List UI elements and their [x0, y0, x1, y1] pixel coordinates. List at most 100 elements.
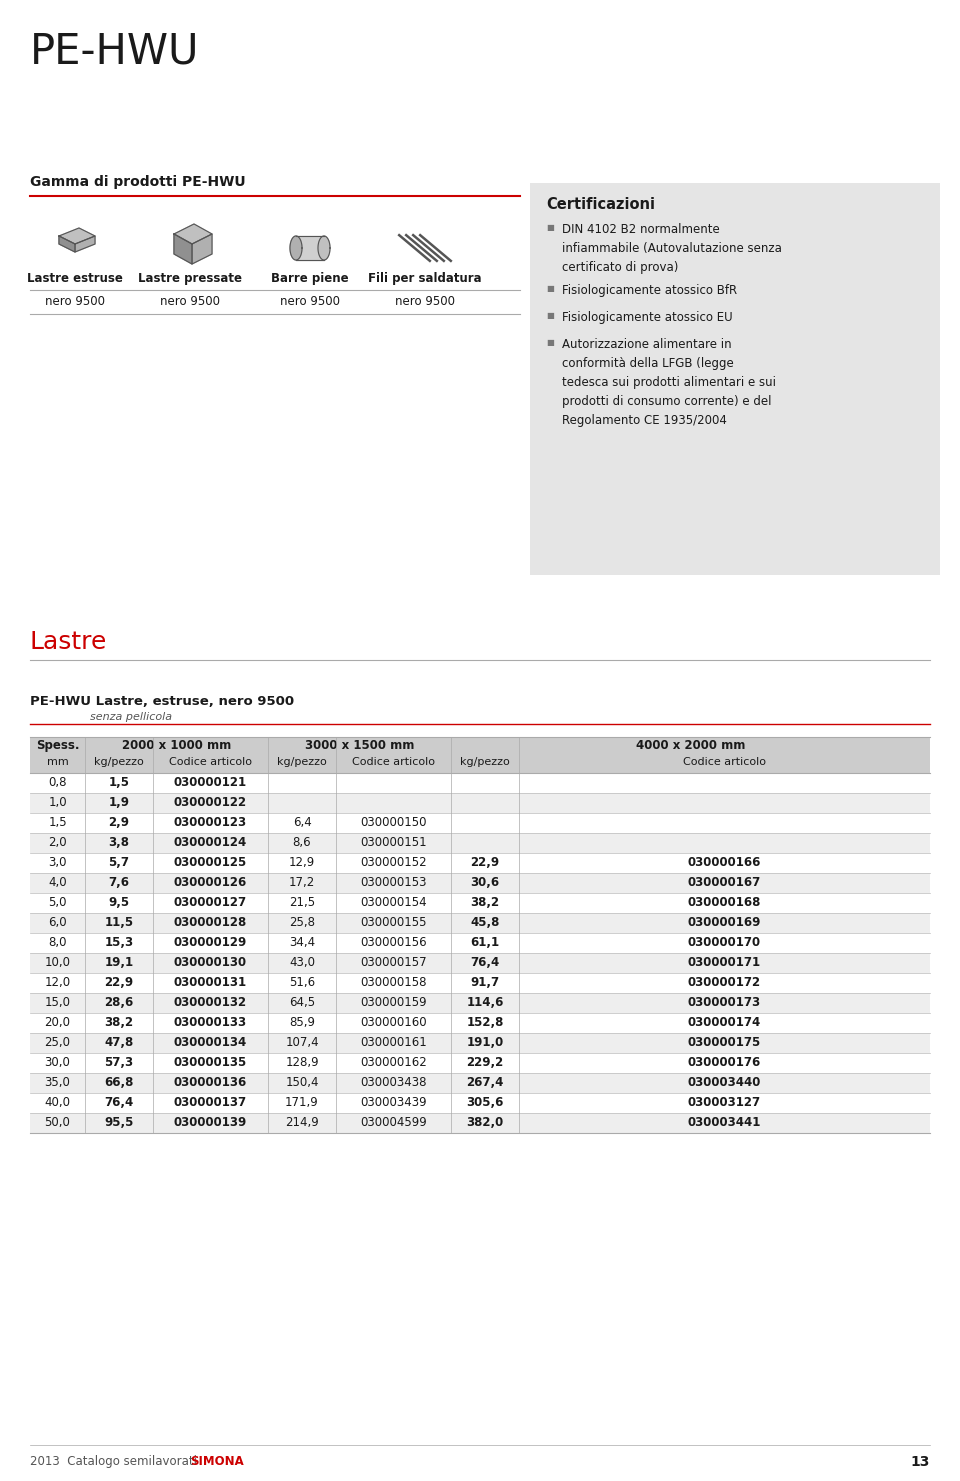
- Text: nero 9500: nero 9500: [280, 295, 340, 308]
- Text: 34,4: 34,4: [289, 936, 315, 949]
- Text: 25,0: 25,0: [44, 1037, 70, 1049]
- Polygon shape: [290, 235, 302, 261]
- Text: ■: ■: [546, 311, 554, 320]
- Text: Barre piene: Barre piene: [271, 273, 348, 284]
- Text: 030000171: 030000171: [688, 957, 761, 969]
- Polygon shape: [75, 235, 95, 252]
- Polygon shape: [174, 224, 212, 244]
- Text: 43,0: 43,0: [289, 957, 315, 969]
- Text: 22,9: 22,9: [105, 976, 133, 989]
- Text: 030000158: 030000158: [360, 976, 427, 989]
- Text: Fili per saldatura: Fili per saldatura: [369, 273, 482, 284]
- Text: 030000157: 030000157: [360, 957, 427, 969]
- Text: 030000175: 030000175: [688, 1037, 761, 1049]
- Text: 4000 x 2000 mm: 4000 x 2000 mm: [636, 739, 745, 752]
- Text: 229,2: 229,2: [467, 1056, 504, 1069]
- Text: 030000169: 030000169: [687, 917, 761, 929]
- Text: 030003441: 030003441: [687, 1117, 761, 1129]
- Text: 22,9: 22,9: [470, 856, 499, 869]
- Text: 40,0: 40,0: [44, 1096, 70, 1109]
- Text: 030003439: 030003439: [360, 1096, 427, 1109]
- Text: 030000131: 030000131: [174, 976, 247, 989]
- Text: nero 9500: nero 9500: [160, 295, 220, 308]
- Text: Lastre estruse: Lastre estruse: [27, 273, 123, 284]
- Text: 030000129: 030000129: [174, 936, 247, 949]
- Text: 030000168: 030000168: [687, 896, 761, 909]
- Text: 030000161: 030000161: [360, 1037, 427, 1049]
- Text: 1,5: 1,5: [48, 816, 67, 829]
- Text: 152,8: 152,8: [467, 1016, 504, 1029]
- Text: PE-HWU: PE-HWU: [30, 30, 200, 73]
- Text: 030003127: 030003127: [688, 1096, 761, 1109]
- Text: 030000153: 030000153: [360, 875, 427, 889]
- Text: 191,0: 191,0: [467, 1037, 504, 1049]
- Text: 47,8: 47,8: [105, 1037, 133, 1049]
- Text: 66,8: 66,8: [105, 1077, 133, 1089]
- Text: 382,0: 382,0: [467, 1117, 504, 1129]
- Bar: [30, 755, 930, 773]
- Text: 11,5: 11,5: [105, 917, 133, 929]
- Text: 57,3: 57,3: [105, 1056, 133, 1069]
- Text: 8,6: 8,6: [293, 835, 311, 849]
- Text: 030000150: 030000150: [360, 816, 427, 829]
- Text: 45,8: 45,8: [470, 917, 500, 929]
- Text: 1,0: 1,0: [48, 795, 67, 809]
- Text: 1,5: 1,5: [108, 776, 130, 789]
- Text: 030000126: 030000126: [174, 875, 247, 889]
- Text: 107,4: 107,4: [285, 1037, 319, 1049]
- Text: 3,8: 3,8: [108, 835, 130, 849]
- Text: PE-HWU Lastre, estruse, nero 9500: PE-HWU Lastre, estruse, nero 9500: [30, 695, 294, 708]
- Text: 030000160: 030000160: [360, 1016, 427, 1029]
- Text: 64,5: 64,5: [289, 997, 315, 1009]
- Text: 17,2: 17,2: [289, 875, 315, 889]
- Text: 030000139: 030000139: [174, 1117, 247, 1129]
- Text: 030000156: 030000156: [360, 936, 427, 949]
- Text: 19,1: 19,1: [105, 957, 133, 969]
- Text: senza pellicola: senza pellicola: [90, 712, 172, 723]
- Text: 12,9: 12,9: [289, 856, 315, 869]
- Text: 91,7: 91,7: [470, 976, 499, 989]
- Text: 267,4: 267,4: [467, 1077, 504, 1089]
- Text: 030000127: 030000127: [174, 896, 247, 909]
- Bar: [30, 792, 930, 813]
- Text: 30,0: 30,0: [44, 1056, 70, 1069]
- Bar: [30, 1114, 930, 1133]
- Polygon shape: [296, 235, 324, 261]
- Text: Fisiologicamente atossico BfR: Fisiologicamente atossico BfR: [562, 284, 737, 298]
- Text: 030000174: 030000174: [688, 1016, 761, 1029]
- Text: 61,1: 61,1: [470, 936, 499, 949]
- Text: 7,6: 7,6: [108, 875, 130, 889]
- Text: 13: 13: [911, 1454, 930, 1469]
- Text: 030000121: 030000121: [174, 776, 247, 789]
- Text: 030000125: 030000125: [174, 856, 247, 869]
- Text: 030000152: 030000152: [360, 856, 427, 869]
- Text: 30,6: 30,6: [470, 875, 499, 889]
- Text: 030000167: 030000167: [688, 875, 761, 889]
- Text: 030000132: 030000132: [174, 997, 247, 1009]
- Text: 21,5: 21,5: [289, 896, 315, 909]
- Text: 030003438: 030003438: [360, 1077, 427, 1089]
- Text: 030000172: 030000172: [688, 976, 761, 989]
- Text: 10,0: 10,0: [44, 957, 70, 969]
- Text: 114,6: 114,6: [467, 997, 504, 1009]
- Text: 5,0: 5,0: [48, 896, 67, 909]
- Text: 030000130: 030000130: [174, 957, 247, 969]
- Text: 76,4: 76,4: [470, 957, 499, 969]
- Text: Autorizzazione alimentare in
conformità della LFGB (legge
tedesca sui prodotti a: Autorizzazione alimentare in conformità …: [562, 338, 776, 427]
- Text: 38,2: 38,2: [470, 896, 499, 909]
- Text: 214,9: 214,9: [285, 1117, 319, 1129]
- Text: 8,0: 8,0: [48, 936, 67, 949]
- Text: 305,6: 305,6: [467, 1096, 504, 1109]
- Text: nero 9500: nero 9500: [395, 295, 455, 308]
- Text: 4,0: 4,0: [48, 875, 67, 889]
- Text: 128,9: 128,9: [285, 1056, 319, 1069]
- Text: 85,9: 85,9: [289, 1016, 315, 1029]
- Text: 171,9: 171,9: [285, 1096, 319, 1109]
- Text: 030000134: 030000134: [174, 1037, 247, 1049]
- Text: 030000133: 030000133: [174, 1016, 247, 1029]
- Text: ■: ■: [546, 284, 554, 293]
- Text: kg/pezzo: kg/pezzo: [460, 757, 510, 767]
- Text: Fisiologicamente atossico EU: Fisiologicamente atossico EU: [562, 311, 732, 324]
- Bar: [30, 912, 930, 933]
- Text: mm: mm: [47, 757, 68, 767]
